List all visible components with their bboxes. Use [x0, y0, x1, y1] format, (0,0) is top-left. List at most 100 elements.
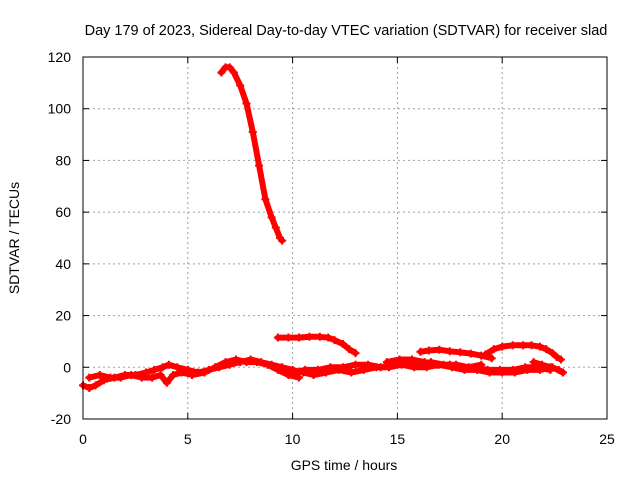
data-point: [150, 365, 159, 374]
data-point: [324, 333, 333, 342]
data-point: [330, 336, 339, 345]
data-point: [535, 342, 544, 351]
data-point: [225, 63, 234, 72]
data-point: [483, 365, 492, 374]
data-point: [519, 341, 528, 350]
series-line: [274, 333, 359, 357]
data-point: [529, 358, 538, 367]
data-point: [211, 363, 220, 372]
series-arc-high: [217, 63, 287, 245]
data-point: [255, 161, 264, 170]
y-tick-label: 20: [55, 308, 71, 324]
y-tick-label: 80: [55, 152, 71, 168]
data-point: [217, 68, 226, 77]
data-point: [542, 345, 551, 354]
data-point: [552, 352, 561, 361]
data-point: [288, 368, 297, 377]
data-point: [106, 373, 115, 382]
data-point: [85, 373, 94, 382]
data-point: [508, 365, 517, 374]
plot-area: [79, 63, 567, 392]
series-arc-mid: [416, 345, 496, 363]
data-point: [521, 363, 530, 372]
data-point: [229, 68, 238, 77]
data-point: [410, 363, 419, 372]
data-point: [164, 360, 173, 369]
y-tick-label: 60: [55, 204, 71, 220]
data-point: [487, 354, 496, 363]
data-point: [556, 355, 565, 364]
data-point: [424, 346, 433, 355]
x-tick-label: 15: [390, 431, 406, 447]
data-point: [248, 127, 257, 136]
data-point: [416, 347, 425, 356]
x-axis-label: GPS time / hours: [291, 457, 398, 473]
series-line: [218, 64, 286, 244]
data-point: [395, 355, 404, 364]
data-point: [489, 345, 498, 354]
x-tick-label: 10: [285, 431, 301, 447]
data-point: [236, 81, 245, 90]
data-point: [309, 371, 318, 380]
data-point: [221, 358, 230, 367]
data-point: [315, 332, 324, 341]
data-point: [481, 350, 490, 359]
data-point: [169, 371, 178, 380]
data-point: [322, 368, 331, 377]
y-axis-ticks: -20 0 20 40 60 80 100 120: [48, 49, 607, 427]
data-point: [338, 340, 347, 349]
chart-title: Day 179 of 2023, Sidereal Day-to-day VTE…: [85, 23, 608, 39]
data-point: [187, 371, 196, 380]
series-arc-12: [273, 332, 360, 358]
data-point: [85, 383, 94, 392]
data-point: [420, 358, 429, 367]
data-point: [554, 365, 563, 374]
plot-frame: [82, 56, 608, 420]
data-point: [127, 371, 136, 380]
data-point: [273, 333, 282, 342]
data-point: [91, 381, 100, 390]
data-point: [435, 345, 444, 354]
data-point: [372, 363, 381, 372]
data-point: [173, 363, 182, 372]
y-tick-label: -20: [51, 411, 71, 427]
data-point: [278, 236, 287, 245]
data-point: [232, 355, 241, 364]
data-point: [359, 365, 368, 374]
series-line: [86, 356, 302, 386]
data-point: [261, 195, 270, 204]
grid-lines: [83, 57, 607, 419]
data-point: [382, 358, 391, 367]
data-point: [242, 99, 251, 108]
data-point: [347, 368, 356, 377]
data-point: [177, 368, 186, 377]
data-point: [267, 213, 276, 222]
x-tick-label: 5: [184, 431, 192, 447]
data-point: [273, 365, 282, 374]
data-point: [433, 360, 442, 369]
data-point: [200, 368, 209, 377]
y-tick-label: 100: [48, 101, 72, 117]
x-tick-label: 25: [599, 431, 615, 447]
data-point: [445, 347, 454, 356]
data-point: [445, 360, 454, 369]
data-point: [242, 358, 251, 367]
data-point: [498, 342, 507, 351]
data-point: [95, 371, 104, 380]
x-tick-label: 20: [494, 431, 510, 447]
data-point: [351, 360, 360, 369]
series-arc-loop: [481, 341, 565, 364]
data-point: [496, 365, 505, 374]
y-axis-label: SDTVAR / TECUs: [6, 182, 22, 294]
data-point: [156, 371, 165, 380]
data-point: [252, 358, 261, 367]
data-point: [158, 363, 167, 372]
data-point: [294, 373, 303, 382]
data-point: [508, 341, 517, 350]
x-tick-label: 0: [79, 431, 87, 447]
data-point: [558, 368, 567, 377]
data-point: [527, 341, 536, 350]
data-point: [148, 373, 157, 382]
data-point: [345, 345, 354, 354]
